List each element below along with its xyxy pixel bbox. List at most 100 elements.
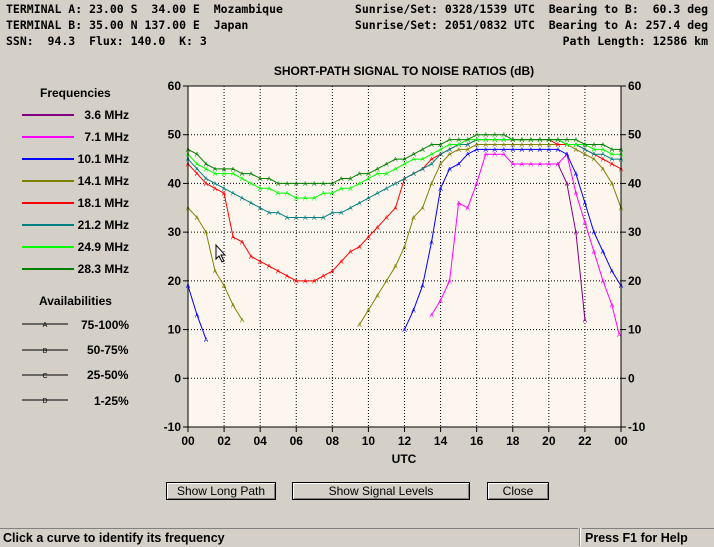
- data-point: A: [204, 230, 209, 237]
- data-point: A: [592, 249, 597, 256]
- data-point: A: [502, 142, 507, 149]
- solar-info: SSN: 94.3 Flux: 140.0 K: 3: [6, 34, 207, 48]
- data-point: A: [321, 191, 326, 198]
- data-point: A: [484, 142, 489, 149]
- x-tick-label: 00: [181, 434, 195, 448]
- data-point: A: [511, 142, 516, 149]
- data-point: A: [502, 147, 507, 154]
- series-line[interactable]: [187, 134, 621, 184]
- data-point: A: [502, 152, 507, 159]
- data-point: A: [592, 230, 597, 237]
- legend-swatch: [22, 246, 74, 248]
- data-point: A: [538, 137, 543, 144]
- data-point: A: [438, 152, 443, 159]
- data-point: A: [429, 157, 434, 164]
- data-point: A: [276, 210, 281, 217]
- data-point: A: [456, 147, 461, 154]
- plot-area[interactable]: [188, 86, 621, 427]
- x-tick-label: 20: [542, 434, 556, 448]
- data-point: A: [240, 239, 245, 246]
- legend-label: 28.3 MHz: [77, 262, 129, 276]
- data-point: A: [493, 132, 498, 139]
- data-point: A: [601, 142, 606, 149]
- data-point: A: [429, 152, 434, 159]
- series-line[interactable]: [557, 163, 586, 320]
- data-point: A: [204, 166, 209, 173]
- data-point: A: [402, 176, 407, 183]
- data-point: A: [547, 137, 552, 144]
- data-point: A: [447, 147, 452, 154]
- data-point: A: [511, 137, 516, 144]
- y-tick-label-left: 10: [168, 323, 182, 337]
- close-button[interactable]: Close: [487, 482, 549, 500]
- data-point: A: [556, 142, 561, 149]
- data-point: A: [312, 181, 317, 188]
- data-point: A: [447, 147, 452, 154]
- y-tick-label-right: 50: [628, 128, 642, 142]
- data-point: A: [474, 137, 479, 144]
- svg-text:A: A: [43, 322, 48, 329]
- data-point: A: [267, 264, 272, 271]
- data-point: A: [267, 176, 272, 183]
- legend-label: 21.2 MHz: [77, 218, 129, 232]
- data-point: A: [240, 317, 245, 324]
- data-point: A: [411, 171, 416, 178]
- data-point: A: [574, 147, 579, 154]
- data-point: A: [285, 273, 290, 280]
- data-point: A: [520, 147, 525, 154]
- data-point: A: [321, 215, 326, 222]
- data-point: A: [420, 166, 425, 173]
- data-point: A: [493, 137, 498, 144]
- availability-label-50-75: 50-75%: [87, 343, 129, 357]
- data-point: A: [610, 303, 615, 310]
- data-point: A: [240, 196, 245, 203]
- data-point: A: [267, 186, 272, 193]
- data-point: A: [285, 181, 290, 188]
- data-point: A: [465, 137, 470, 144]
- data-point: A: [348, 205, 353, 212]
- data-point: A: [502, 137, 507, 144]
- series-line[interactable]: [404, 148, 622, 330]
- data-point: A: [195, 171, 200, 178]
- show-signal-levels-button[interactable]: Show Signal Levels: [292, 482, 470, 500]
- data-point: A: [583, 147, 588, 154]
- show-long-path-button[interactable]: Show Long Path: [166, 482, 276, 500]
- data-point: A: [348, 186, 353, 193]
- data-point: A: [574, 230, 579, 237]
- data-point: A: [484, 137, 489, 144]
- data-point: A: [529, 137, 534, 144]
- data-point: A: [249, 200, 254, 207]
- data-point: A: [447, 152, 452, 159]
- data-point: A: [222, 166, 227, 173]
- data-point: A: [484, 132, 489, 139]
- data-point: A: [366, 171, 371, 178]
- data-point: A: [438, 152, 443, 159]
- snr-chart[interactable]: SHORT-PATH SIGNAL TO NOISE RATIOS (dB) A…: [0, 58, 714, 528]
- data-point: A: [213, 166, 218, 173]
- data-point: A: [312, 196, 317, 203]
- availability-line-1-25: D: [22, 398, 68, 405]
- series-line[interactable]: [358, 143, 622, 325]
- data-point: A: [384, 171, 389, 178]
- series-line[interactable]: [431, 153, 620, 335]
- series-line[interactable]: [187, 207, 243, 321]
- data-point: A: [601, 152, 606, 159]
- data-point: A: [393, 264, 398, 271]
- data-point: A: [447, 278, 452, 285]
- data-point: A: [402, 244, 407, 251]
- data-point: A: [384, 278, 389, 285]
- data-point: A: [240, 176, 245, 183]
- data-point: A: [303, 215, 308, 222]
- help-hint: Press F1 for Help: [582, 528, 714, 546]
- data-point: A: [213, 186, 218, 193]
- series-line[interactable]: [187, 285, 207, 340]
- y-tick-label-left: 0: [174, 371, 181, 385]
- data-point: A: [312, 278, 317, 285]
- terminal-b-sun-bearing: Sunrise/Set: 2051/0832 UTC Bearing to A:…: [354, 18, 708, 32]
- data-point: A: [375, 166, 380, 173]
